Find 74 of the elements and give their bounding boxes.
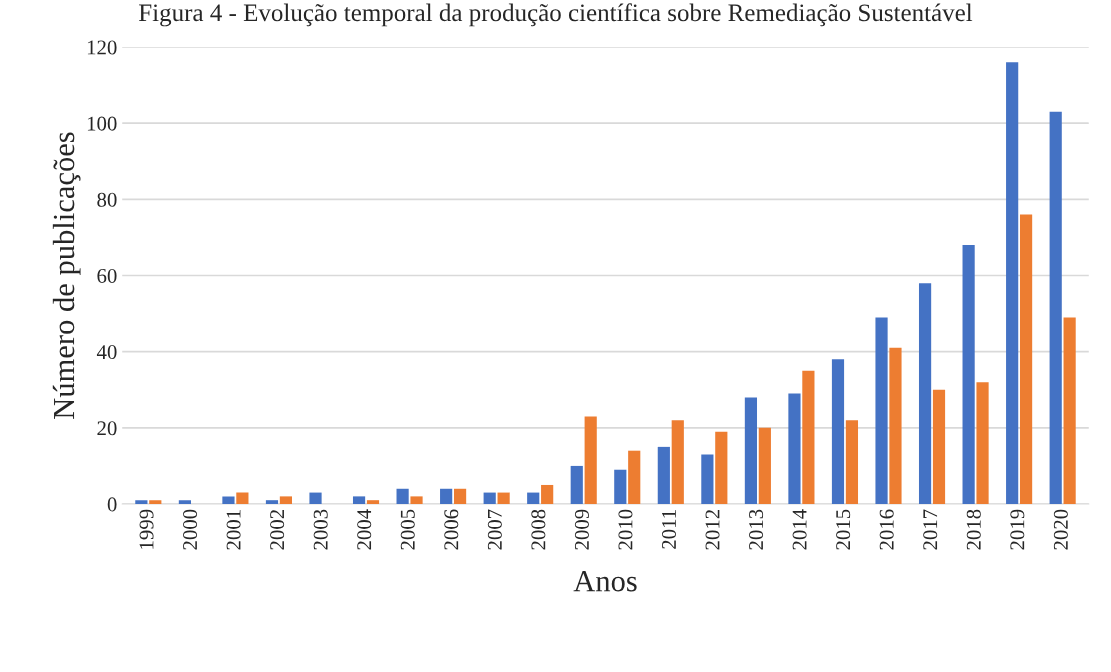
bar [802,370,815,504]
bar [918,283,932,504]
bar [614,469,627,504]
bar [178,500,191,504]
bar [541,484,554,504]
bar [366,500,380,504]
x-tick-label: 2004 [357,509,372,550]
bar [584,416,597,504]
bar [628,450,641,504]
y-axis-title: Número de publicações [52,132,81,419]
x-axis-title: Anos [573,571,637,592]
bar [1006,62,1019,504]
y-tick-label: 60 [97,268,117,283]
x-tick-label: 2011 [661,510,677,549]
x-tick-label: 2015 [836,509,851,550]
bar [831,359,845,504]
bar [265,500,279,504]
bar [279,496,293,504]
bar [932,389,946,504]
y-tick-label: 120 [87,40,117,55]
x-tick-label: 2007 [487,509,502,550]
y-tick-label: 80 [97,192,117,207]
bar [352,496,366,504]
bar [396,488,409,504]
bar [149,500,162,504]
x-tick-label: 2003 [313,509,328,550]
bar [440,488,453,504]
bar [497,492,510,504]
bar [671,420,684,504]
x-tick-label: 2014 [792,509,807,550]
bar [875,317,888,504]
x-tick-label: 2020 [1053,509,1068,550]
bar [236,492,249,504]
bar [962,245,975,504]
bar [758,427,771,504]
bar [744,397,758,504]
y-tick-label: 20 [97,421,117,436]
x-tick-label: 2006 [444,509,459,550]
bar [889,347,902,504]
y-tick-label: 0 [107,497,117,512]
bar [1049,111,1062,504]
y-tick-label: 40 [96,345,117,360]
bar [222,496,235,504]
x-tick-label: 2016 [879,509,894,550]
bar [483,492,496,504]
bar [1019,214,1033,504]
x-tick-label: 2005 [400,509,415,550]
x-tick-label: 2000 [183,509,198,550]
bar [788,393,801,504]
x-tick-label: 2010 [618,509,633,550]
bar [657,446,670,504]
bar [701,454,714,504]
x-tick-label: 2019 [1010,509,1025,550]
bar [976,382,989,504]
y-tick-label: 100 [87,116,117,131]
bar [570,465,583,504]
bar [1063,317,1076,504]
x-tick-label: 2012 [705,510,720,550]
x-tick-label: 2001 [226,510,241,550]
x-tick-label: 1999 [139,509,154,549]
x-tick-label: 2018 [966,509,981,550]
bar [715,431,728,504]
bar [309,492,322,504]
bar [135,500,148,504]
x-tick-label: 2008 [531,509,546,550]
bar [410,496,423,504]
chart-title: Figura 4 - Evolução temporal da produção científica sobre Remediação Sustentável [139,3,973,27]
bar [845,420,859,504]
x-tick-label: 2017 [923,509,938,550]
bar [527,492,540,504]
x-tick-label: 2002 [270,510,285,550]
bar [453,488,467,504]
x-tick-label: 2009 [574,509,589,550]
x-tick-label: 2013 [749,509,764,550]
